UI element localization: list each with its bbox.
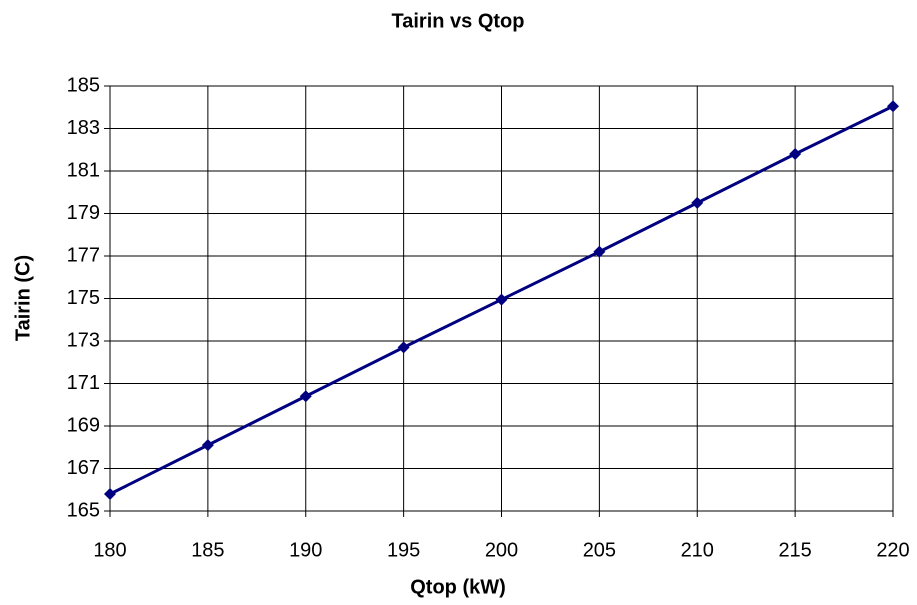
chart-title: Tairin vs Qtop <box>392 10 525 32</box>
marker <box>201 439 214 452</box>
x-tick-label: 185 <box>191 539 224 561</box>
marker <box>691 196 704 209</box>
x-tick-label: 195 <box>387 539 420 561</box>
y-tick-label: 169 <box>67 414 100 436</box>
y-tick-label: 167 <box>67 457 100 479</box>
x-tick-label: 180 <box>93 539 126 561</box>
x-tick-label: 190 <box>289 539 322 561</box>
marker <box>495 293 508 306</box>
x-tick-label: 215 <box>778 539 811 561</box>
marker <box>299 390 312 403</box>
y-tick-label: 181 <box>67 159 100 181</box>
y-tick-label: 175 <box>67 287 100 309</box>
x-tick-label: 220 <box>876 539 909 561</box>
x-tick-label: 205 <box>583 539 616 561</box>
y-tick-label: 183 <box>67 117 100 139</box>
y-tick-label: 171 <box>67 372 100 394</box>
y-tick-label: 165 <box>67 499 100 521</box>
y-axis-label: Tairin (C) <box>12 255 34 341</box>
marker <box>789 148 802 160</box>
x-axis-label: Qtop (kW) <box>410 576 506 598</box>
marker <box>104 488 116 500</box>
y-tick-label: 179 <box>67 202 100 224</box>
y-tick-label: 185 <box>67 74 100 96</box>
marker <box>397 341 410 354</box>
x-tick-label: 200 <box>485 539 518 561</box>
plot-border <box>109 85 894 512</box>
y-tick-label: 173 <box>67 329 100 351</box>
marker <box>887 100 899 113</box>
x-tick-label: 210 <box>681 539 714 561</box>
y-tick-label: 177 <box>67 244 100 266</box>
marker <box>593 245 606 258</box>
